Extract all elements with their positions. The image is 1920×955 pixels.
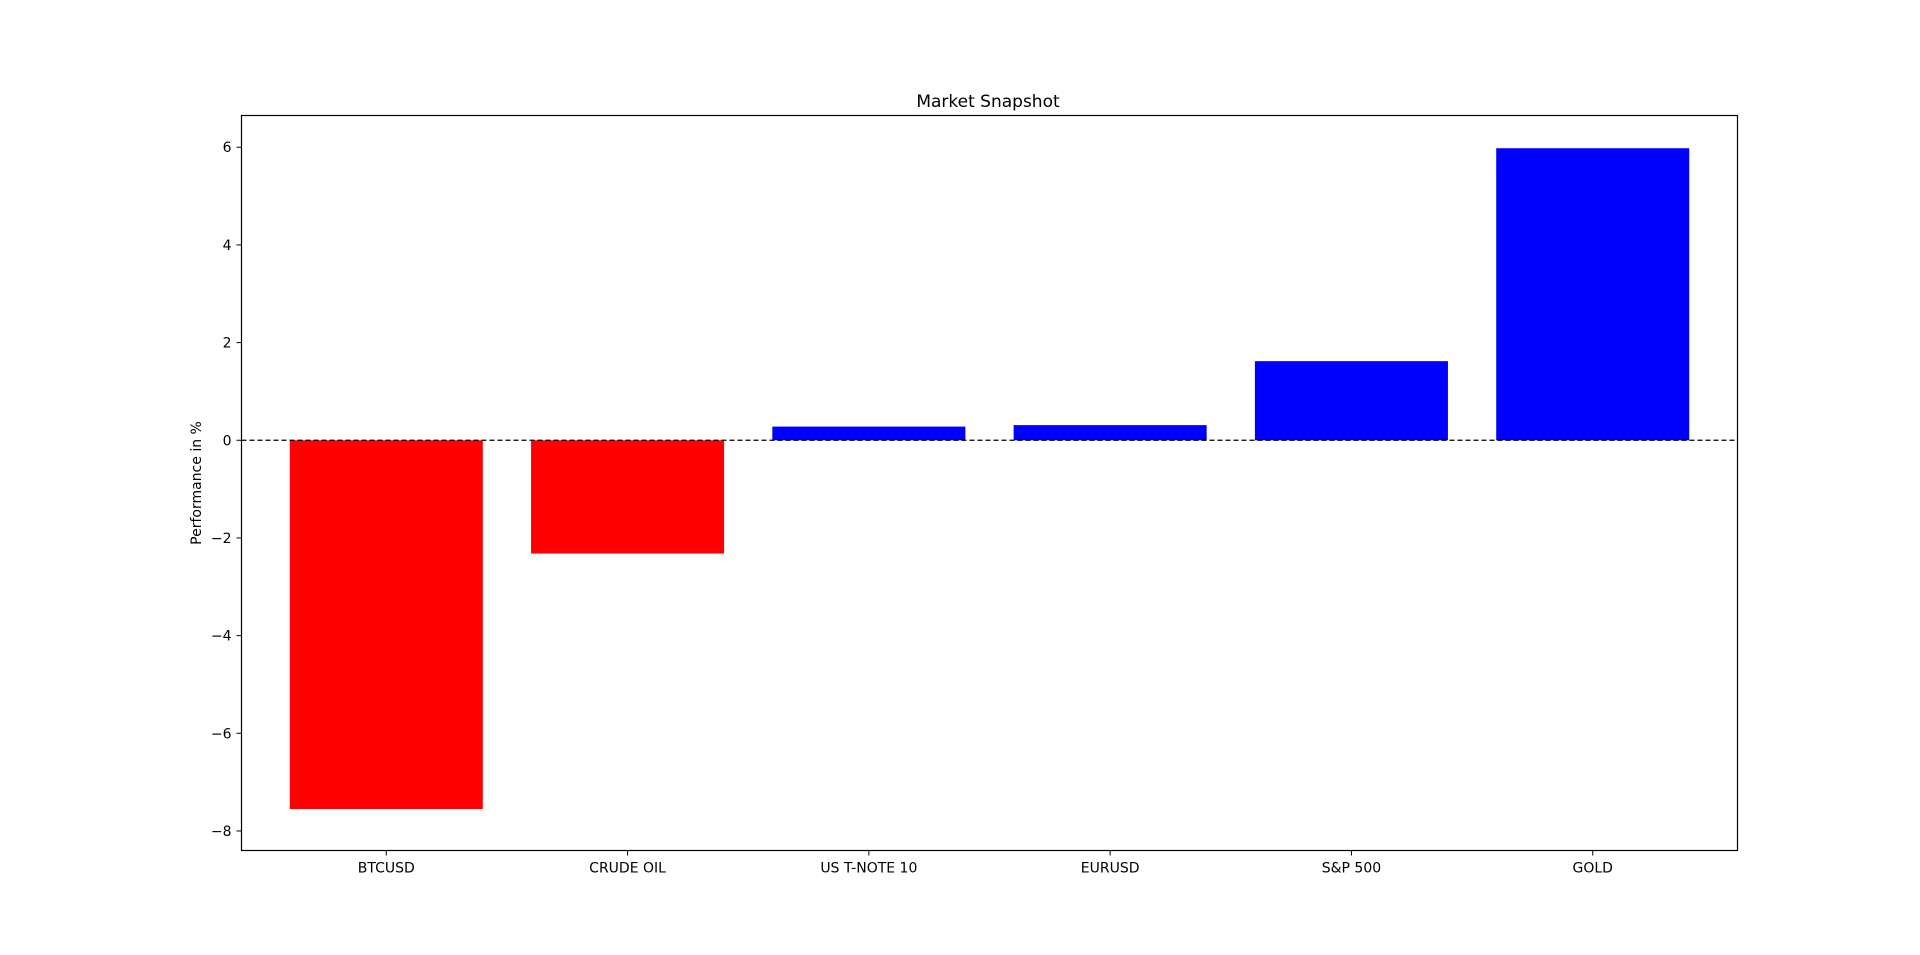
chart-title: Market Snapshot [916, 92, 1060, 112]
bar-btcusd [289, 440, 483, 809]
y-tick-label: 6 [223, 140, 232, 156]
x-tick-label: GOLD [1572, 861, 1612, 877]
bar-crude-oil [531, 440, 725, 554]
y-tick-label: −8 [211, 824, 232, 840]
bar-us-t-note-10 [772, 426, 966, 441]
x-tick-label: S&P 500 [1322, 861, 1381, 877]
x-tick-label: US T-NOTE 10 [820, 861, 917, 877]
y-tick-label: 4 [223, 238, 232, 254]
y-tick-label: −4 [211, 629, 232, 645]
x-tick-label: BTCUSD [358, 861, 415, 877]
bar-s-p-500 [1254, 361, 1448, 441]
x-axis: BTCUSD CRUDE OIL US T-NOTE 10 EURUSD S&P 500… [358, 850, 1613, 877]
y-tick-label: 2 [223, 336, 232, 352]
y-tick-label: −2 [211, 531, 232, 547]
y-tick-label: −6 [211, 726, 232, 742]
bar-eurusd [1013, 425, 1207, 441]
bar-gold [1496, 148, 1690, 441]
y-tick-label: 0 [223, 433, 232, 449]
x-tick-label: EURUSD [1081, 861, 1140, 877]
plot-area-frame [240, 114, 1739, 852]
x-tick-label: CRUDE OIL [589, 861, 666, 877]
y-axis-label: Performance in % [189, 421, 205, 545]
bars-layer [289, 148, 1690, 809]
y-axis: −8 −6 −4 −2 0 2 4 6 [211, 140, 242, 840]
